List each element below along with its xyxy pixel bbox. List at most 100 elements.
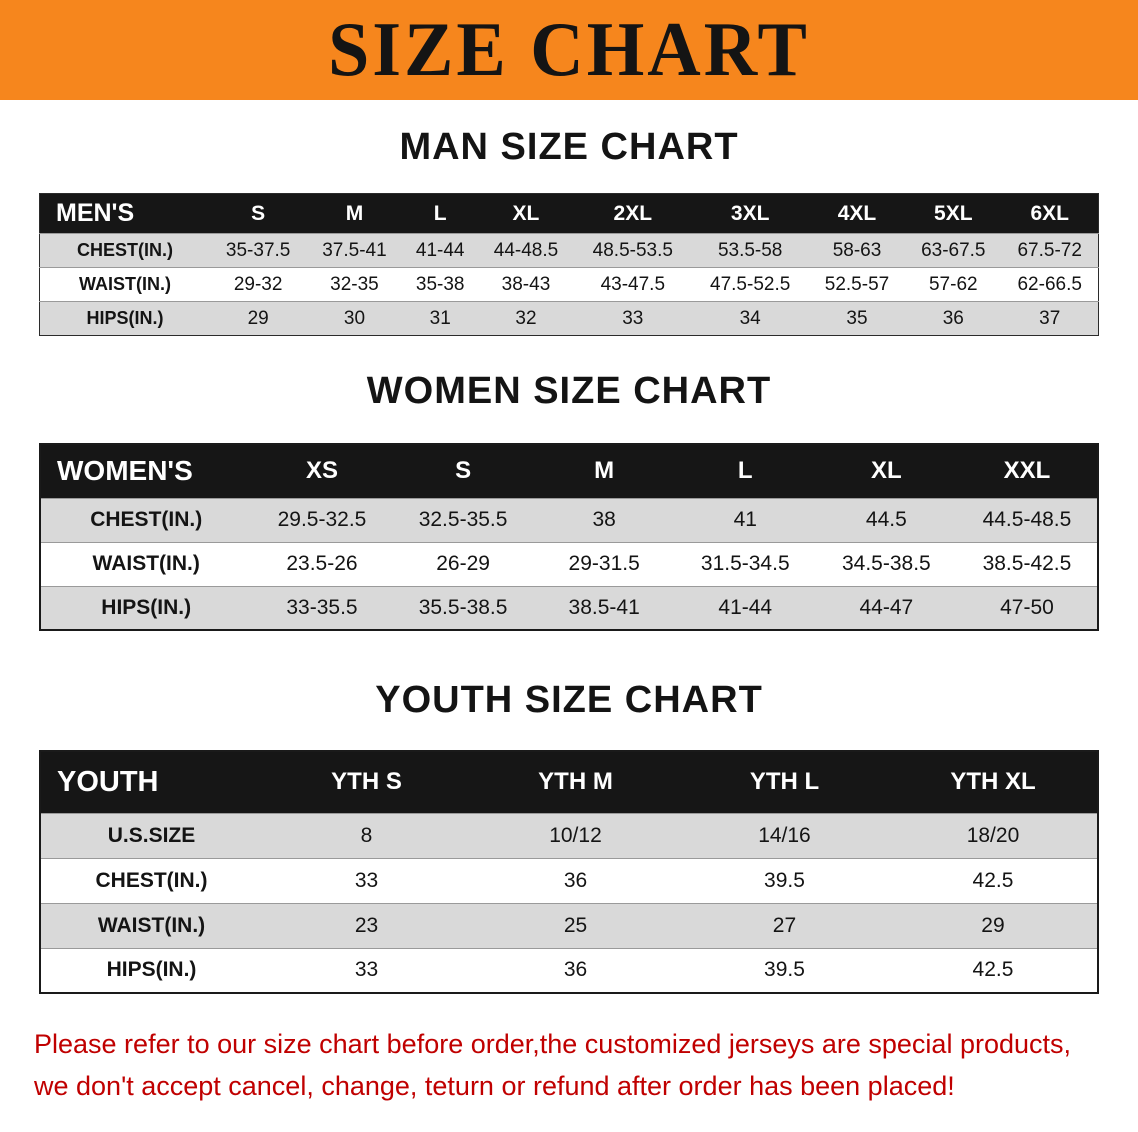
youth-col-xl: YTH XL — [950, 768, 1036, 796]
men-col-4xl: 4XL — [837, 201, 877, 225]
cell: 33 — [354, 868, 379, 892]
cell: 36 — [563, 868, 588, 892]
cell: 43-47.5 — [600, 273, 666, 295]
cell: 33-35.5 — [286, 595, 358, 619]
cell: 62-66.5 — [1017, 273, 1082, 295]
cell: 27 — [772, 913, 797, 937]
cell: 37 — [1039, 307, 1061, 329]
cell: 44.5-48.5 — [982, 508, 1072, 531]
women-col-xl: XL — [871, 457, 902, 485]
cell: 29-32 — [233, 273, 283, 295]
cell: 42.5 — [972, 958, 1014, 982]
order-notice: Please refer to our size chart before or… — [0, 1024, 1138, 1108]
cell: 47-50 — [1000, 595, 1054, 619]
row-label: HIPS(IN.) — [106, 958, 197, 982]
cell: 34 — [739, 307, 761, 329]
men-col-xl: XL — [512, 201, 540, 225]
cell: 47.5-52.5 — [710, 273, 791, 295]
cell: 58-63 — [832, 239, 882, 261]
youth-section-title: YOUTH SIZE CHART — [375, 679, 763, 721]
cell: 38.5-42.5 — [982, 552, 1072, 575]
banner: SIZE CHART — [0, 0, 1138, 100]
men-col-s: S — [251, 201, 266, 225]
row-label: CHEST(IN.) — [77, 240, 173, 260]
men-col-3xl: 3XL — [730, 201, 770, 225]
order-notice-line1: Please refer to our size chart before or… — [34, 1029, 1072, 1059]
cell: 41-44 — [718, 595, 773, 619]
cell: 10/12 — [549, 823, 602, 847]
men-chest-row: CHEST(IN.) 35-37.5 37.5-41 41-44 44-48.5… — [39, 233, 1099, 268]
youth-header-row: YOUTH YTH S YTH M YTH L YTH XL — [40, 751, 1098, 813]
cell: 42.5 — [972, 868, 1014, 892]
men-corner-label: MEN'S — [56, 199, 135, 227]
cell: 14/16 — [758, 823, 811, 847]
men-col-2xl: 2XL — [613, 201, 653, 225]
cell: 57-62 — [928, 273, 978, 295]
women-col-xxl: XXL — [1003, 457, 1051, 485]
cell: 23 — [354, 913, 379, 937]
cell: 48.5-53.5 — [592, 239, 673, 261]
cell: 30 — [343, 307, 366, 329]
cell: 31 — [429, 307, 451, 329]
cell: 36 — [563, 958, 588, 982]
youth-waist-row: WAIST(IN.) 23 25 27 29 — [40, 903, 1098, 948]
cell: 33 — [622, 307, 644, 329]
cell: 39.5 — [764, 868, 805, 892]
women-col-xs: XS — [305, 457, 338, 485]
cell: 8 — [360, 823, 373, 847]
cell: 29.5-32.5 — [277, 508, 367, 531]
youth-col-l: YTH L — [749, 768, 820, 796]
row-label: U.S.SIZE — [107, 823, 196, 847]
cell: 23.5-26 — [286, 552, 358, 575]
women-col-m: M — [594, 457, 615, 485]
men-col-m: M — [345, 201, 364, 225]
cell: 25 — [563, 913, 588, 937]
cell: 39.5 — [764, 958, 805, 982]
row-label: HIPS(IN.) — [86, 308, 164, 328]
row-label: HIPS(IN.) — [101, 595, 192, 619]
cell: 38-43 — [501, 273, 551, 295]
row-label: CHEST(IN.) — [95, 868, 208, 892]
youth-corner-label: YOUTH — [57, 765, 159, 798]
women-section-title: WOMEN SIZE CHART — [366, 370, 772, 412]
cell: 44-48.5 — [493, 239, 559, 261]
cell: 35-38 — [415, 273, 465, 295]
men-col-5xl: 5XL — [934, 201, 973, 225]
men-waist-row: WAIST(IN.) 29-32 32-35 35-38 38-43 43-47… — [39, 267, 1099, 302]
men-header-row: MEN'S S M L XL 2XL 3XL 4XL 5XL 6XL — [39, 193, 1099, 234]
youth-size-table: YOUTH YTH S YTH M YTH L YTH XL U.S.SIZE … — [39, 750, 1099, 994]
youth-col-s: YTH S — [331, 768, 402, 796]
women-corner-label: WOMEN'S — [57, 455, 193, 487]
cell: 35-37.5 — [225, 239, 291, 261]
cell: 36 — [942, 307, 964, 329]
cell: 26-29 — [436, 552, 490, 575]
men-col-6xl: 6XL — [1030, 201, 1069, 225]
order-notice-line2: we don't accept cancel, change, teturn o… — [34, 1070, 955, 1101]
men-section-title: MAN SIZE CHART — [399, 126, 739, 168]
cell: 18/20 — [966, 823, 1020, 847]
cell: 32 — [515, 307, 537, 329]
youth-col-m: YTH M — [538, 768, 613, 796]
cell: 34.5-38.5 — [841, 552, 931, 575]
youth-chest-row: CHEST(IN.) 33 36 39.5 42.5 — [40, 858, 1098, 903]
cell: 63-67.5 — [921, 239, 986, 261]
row-label: WAIST(IN.) — [79, 274, 171, 294]
cell: 44-47 — [859, 595, 914, 619]
women-waist-row: WAIST(IN.) 23.5-26 26-29 29-31.5 31.5-34… — [40, 542, 1098, 586]
cell: 37.5-41 — [322, 239, 387, 261]
cell: 35 — [846, 307, 868, 329]
cell: 31.5-34.5 — [700, 552, 790, 575]
cell: 53.5-58 — [717, 239, 783, 261]
men-size-table: MEN'S S M L XL 2XL 3XL 4XL 5XL 6XL CHEST… — [39, 193, 1099, 336]
cell: 41-44 — [415, 239, 465, 261]
cell: 67.5-72 — [1017, 239, 1082, 261]
youth-hips-row: HIPS(IN.) 33 36 39.5 42.5 — [40, 948, 1098, 993]
row-label: WAIST(IN.) — [97, 913, 206, 937]
row-label: WAIST(IN.) — [92, 552, 200, 575]
cell: 33 — [354, 958, 379, 982]
women-hips-row: HIPS(IN.) 33-35.5 35.5-38.5 38.5-41 41-4… — [40, 586, 1098, 630]
cell: 44.5 — [865, 508, 907, 531]
women-col-l: L — [737, 457, 753, 485]
cell: 29 — [981, 913, 1005, 937]
